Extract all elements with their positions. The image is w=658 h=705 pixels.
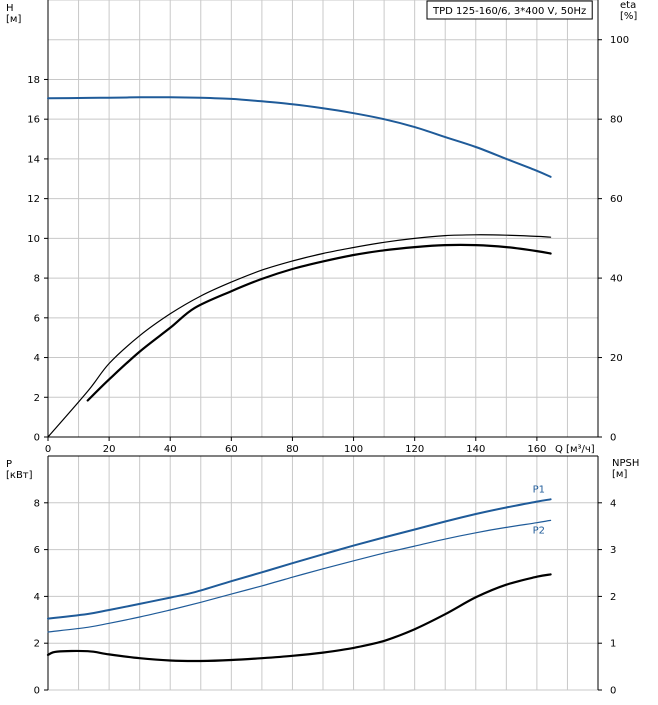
top-series-2-line bbox=[86, 243, 552, 402]
top-y2-tick-label: 40 bbox=[610, 274, 623, 285]
top-series-1-line bbox=[47, 234, 552, 438]
top-y2-tick-label: 100 bbox=[610, 35, 629, 46]
bottom-y2-tick-label: 4 bbox=[610, 498, 616, 509]
bottom-y2-axis-label: NPSH bbox=[612, 458, 639, 469]
bottom-y2-tick-label: 2 bbox=[610, 592, 616, 603]
bottom-series-label-p1: P1 bbox=[533, 484, 545, 495]
bottom-series-2-line bbox=[46, 573, 552, 663]
top-y-tick-label: 16 bbox=[27, 115, 40, 126]
bottom-series-1-line bbox=[47, 519, 552, 633]
top-y2-tick-label: 80 bbox=[610, 115, 623, 126]
x-tick-label: 160 bbox=[527, 444, 546, 455]
x-tick-label: 0 bbox=[45, 444, 51, 455]
bottom-y2-tick-label: 0 bbox=[610, 686, 616, 697]
bottom-series-label-p2: P2 bbox=[533, 525, 545, 536]
bottom-y-tick-label: 8 bbox=[34, 498, 40, 509]
bottom-y2-tick-label: 3 bbox=[610, 545, 616, 556]
chart-title: TPD 125-160/6, 3*400 V, 50Hz bbox=[432, 6, 586, 17]
bottom-y2-axis-label: [м] bbox=[612, 469, 627, 480]
top-y-axis-label: [м] bbox=[6, 14, 21, 25]
top-y2-axis-label: [%] bbox=[620, 11, 637, 22]
bottom-y-tick-label: 2 bbox=[34, 639, 40, 650]
bottom-y2-tick-label: 1 bbox=[610, 639, 616, 650]
top-y-tick-label: 14 bbox=[27, 154, 40, 165]
top-y2-axis-label: eta bbox=[620, 0, 636, 11]
x-tick-label: 140 bbox=[466, 444, 485, 455]
series: P1 P2 bbox=[46, 96, 552, 663]
bottom-y-axis-label: [кВт] bbox=[6, 470, 33, 481]
top-y-tick-label: 2 bbox=[34, 393, 40, 404]
x-tick-label: 100 bbox=[344, 444, 363, 455]
axis-labels: TPD 125-160/6, 3*400 V, 50HzH[м]eta[%]P[… bbox=[6, 0, 639, 481]
top-y-tick-label: 0 bbox=[34, 433, 40, 444]
bottom-y-tick-label: 6 bbox=[34, 545, 40, 556]
bottom-y-tick-label: 0 bbox=[34, 686, 40, 697]
x-tick-label: 80 bbox=[286, 444, 299, 455]
bottom-y-tick-label: 4 bbox=[34, 592, 40, 603]
axes bbox=[47, 0, 599, 690]
top-y-axis-label: H bbox=[6, 3, 14, 14]
x-tick-label: 60 bbox=[225, 444, 238, 455]
top-y-tick-label: 12 bbox=[27, 194, 40, 205]
top-y2-tick-label: 0 bbox=[610, 433, 616, 444]
top-y2-tick-label: 60 bbox=[610, 194, 623, 205]
bottom-series-0-line bbox=[47, 498, 552, 620]
top-grid bbox=[47, 0, 599, 438]
top-y-tick-label: 4 bbox=[34, 353, 40, 364]
top-y-tick-label: 18 bbox=[27, 75, 40, 86]
top-y2-tick-label: 20 bbox=[610, 353, 623, 364]
top-y-tick-label: 6 bbox=[34, 313, 40, 324]
chart-title-box bbox=[426, 0, 593, 20]
top-series-0-line bbox=[47, 96, 552, 178]
bottom-y-axis-label: P bbox=[6, 459, 12, 470]
top-y-tick-label: 8 bbox=[34, 274, 40, 285]
x-axis-label: Q [м³/ч] bbox=[555, 444, 595, 455]
x-tick-label: 120 bbox=[405, 444, 424, 455]
x-tick-label: 40 bbox=[164, 444, 177, 455]
top-y-tick-label: 10 bbox=[27, 234, 40, 245]
bottom-grid bbox=[47, 455, 599, 691]
x-tick-label: 20 bbox=[103, 444, 116, 455]
